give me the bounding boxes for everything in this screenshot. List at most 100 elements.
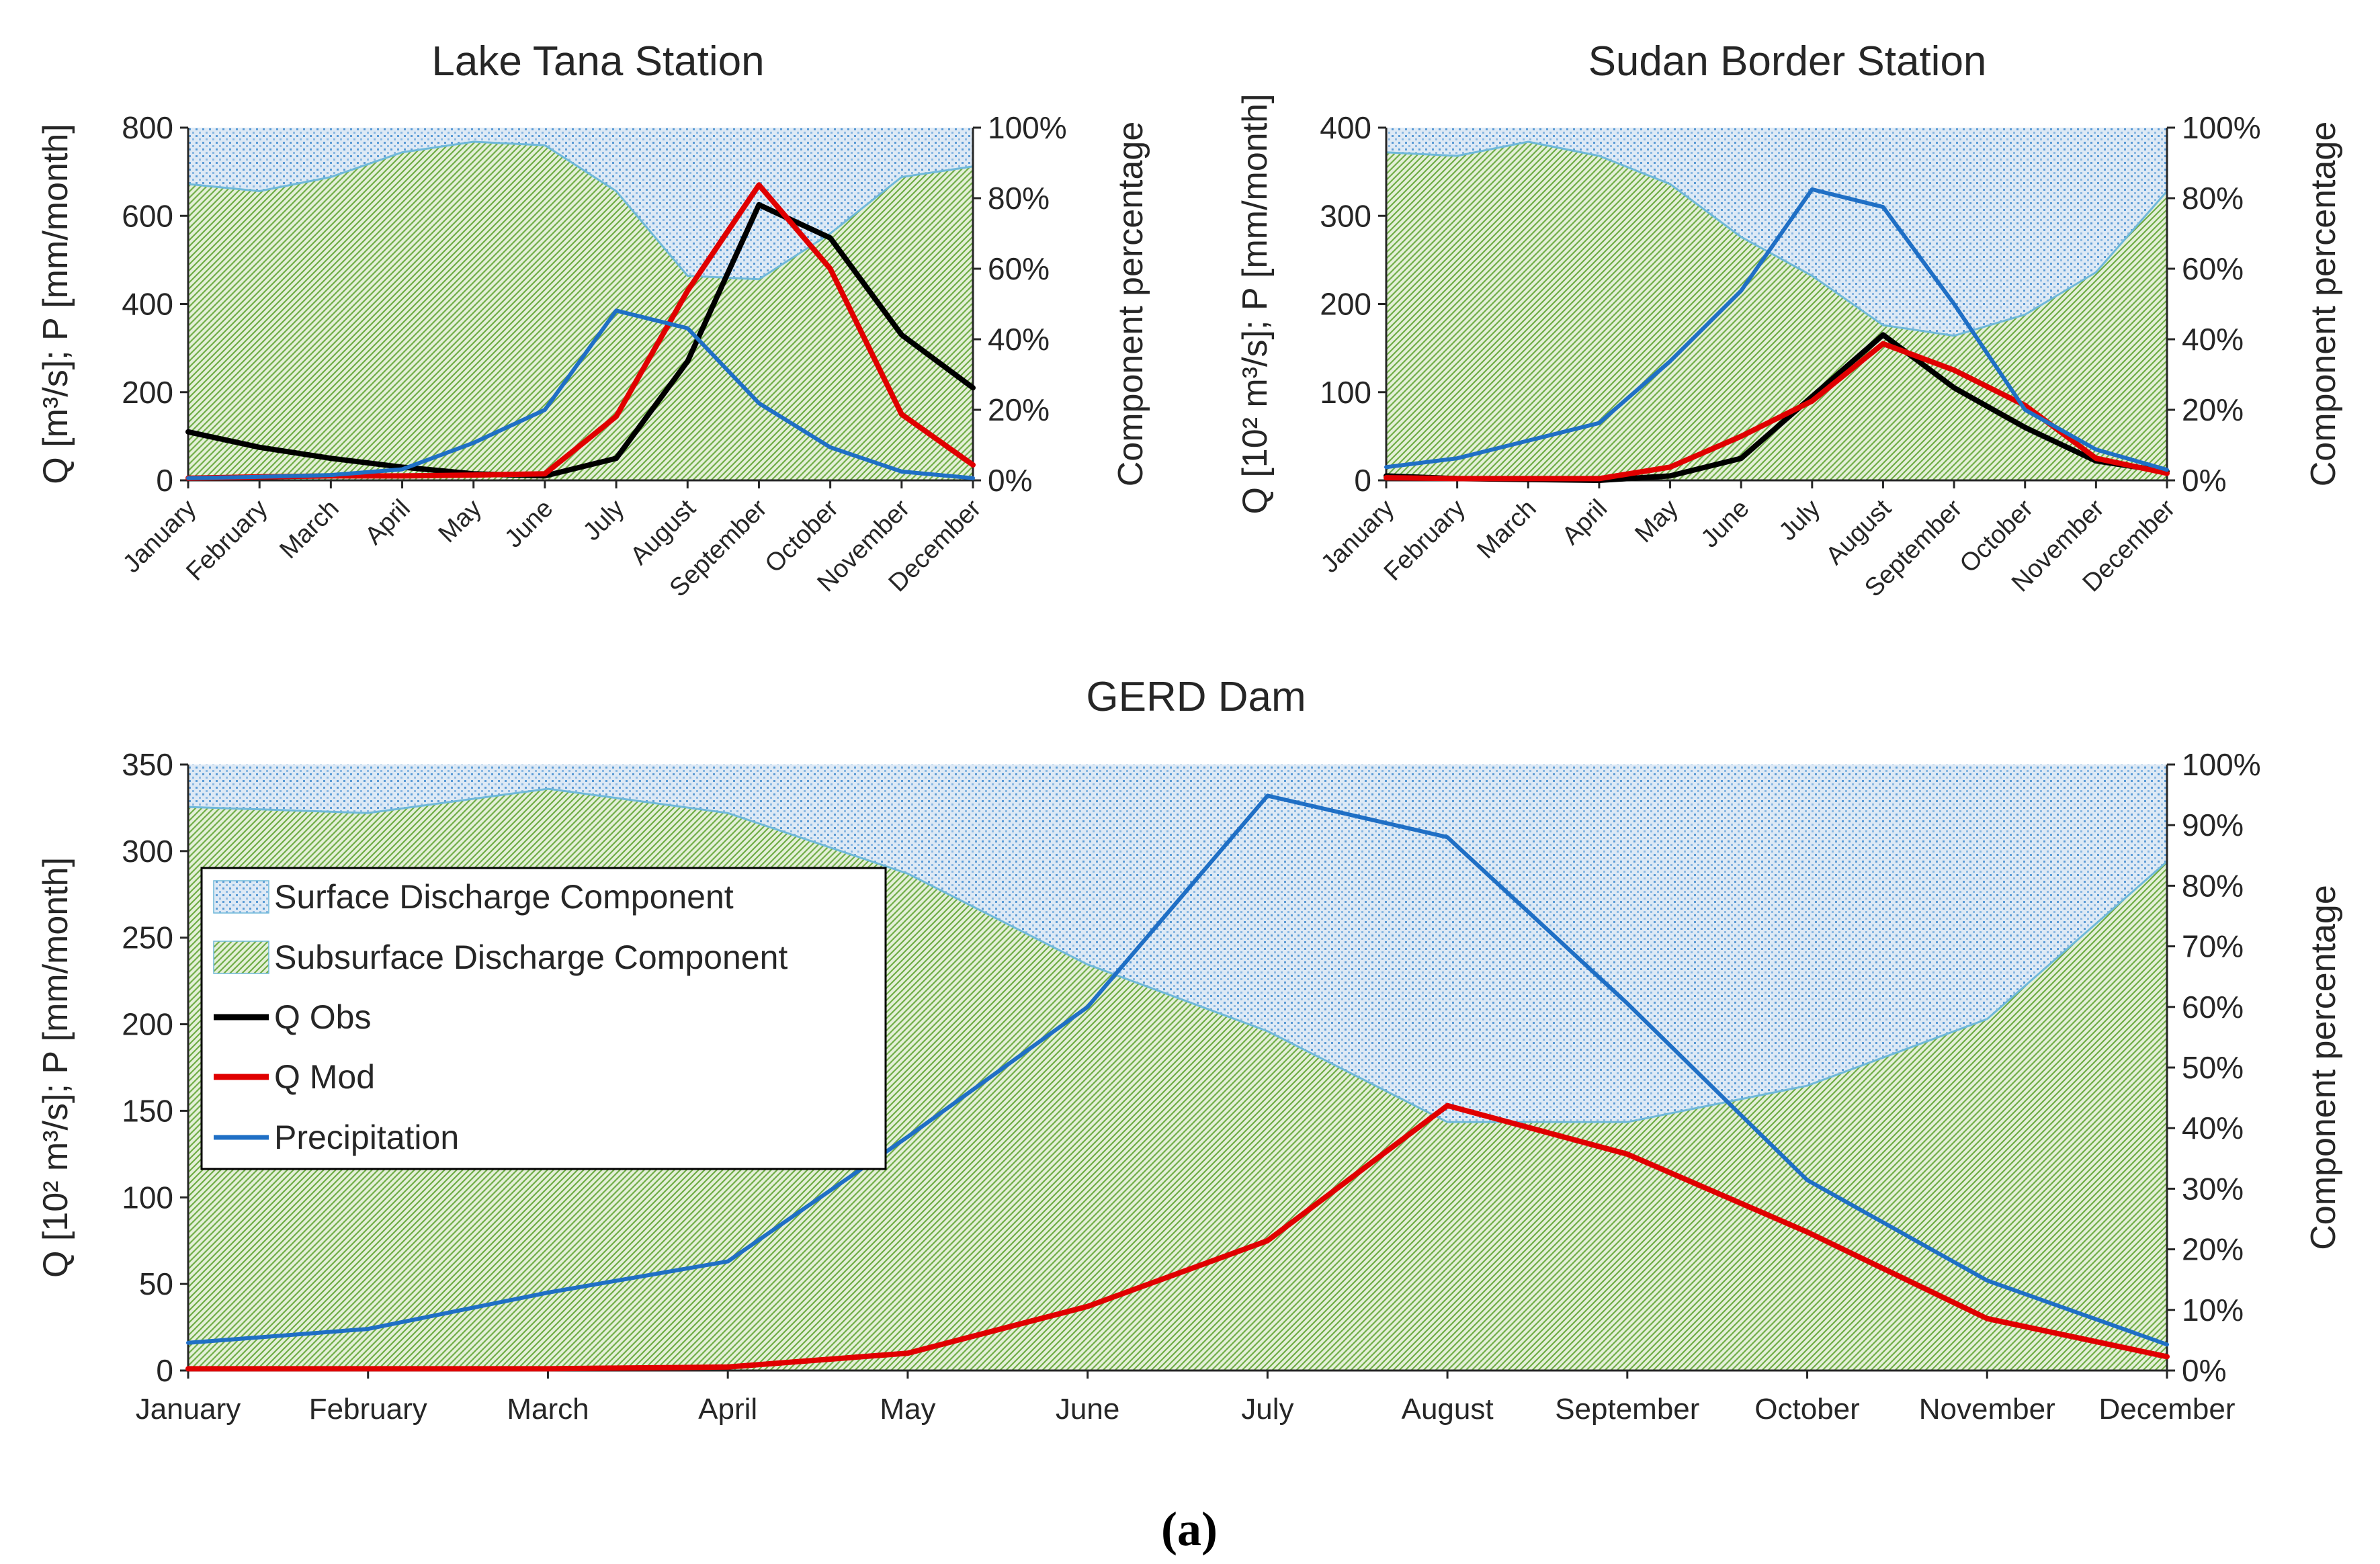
y2-tick-label: 50% [2182,1050,2244,1085]
y2-tick-label: 20% [988,392,1050,427]
y2-tick-label: 100% [2182,110,2261,145]
x-tick-label: August [1402,1393,1494,1426]
legend: Surface Discharge Component Subsurface D… [200,867,887,1170]
y2-tick-label: 80% [2182,868,2244,903]
y-tick-label: 350 [122,747,173,782]
figure-caption: (a) [1161,1502,1218,1556]
y-axis-label: Q [m³/s]; P [mm/month] [36,124,75,484]
y2-tick-label: 100% [988,110,1067,145]
y2-tick-label: 0% [2182,463,2226,498]
y2-tick-label: 30% [2182,1171,2244,1206]
y-tick-label: 400 [1320,110,1371,145]
y2-tick-label: 40% [988,322,1050,357]
x-tick-label: July [1774,494,1826,546]
y2-tick-label: 60% [988,251,1050,286]
legend-label-precipitation: Precipitation [274,1119,459,1156]
x-tick-label: July [578,494,630,546]
legend-entry-surface: Surface Discharge Component [213,878,734,916]
y-tick-label: 300 [122,834,173,869]
y2-tick-label: 20% [2182,1232,2244,1267]
legend-entry-subsurface: Subsurface Discharge Component [213,939,788,976]
y-tick-label: 0 [156,1353,173,1388]
y-tick-label: 200 [1320,287,1371,322]
series-line-precipitation [186,793,2169,1347]
x-tick-label: July [1241,1393,1293,1426]
legend-label-q-mod: Q Mod [274,1058,375,1096]
y-tick-label: 250 [122,920,173,955]
y-tick-label: 0 [1354,463,1371,498]
x-tick-label: April [1557,494,1613,550]
component-boundary-line [187,140,974,281]
y-axis-label: Q [10² m³/s]; P [mm/month] [1236,93,1275,514]
series-line-precipitation [186,308,975,480]
y2-axis-label: Component percentage [2304,885,2343,1250]
y-tick-label: 200 [122,1007,173,1042]
legend-box [200,867,887,1170]
y-tick-label: 150 [122,1093,173,1128]
y2-tick-label: 100% [2182,747,2261,782]
x-tick-label: March [274,494,344,564]
y2-tick-label: 0% [2182,1353,2226,1388]
y-tick-label: 300 [1320,198,1371,233]
y2-tick-label: 20% [2182,392,2244,427]
x-tick-label: May [1629,494,1683,548]
y2-tick-label: 70% [2182,929,2244,964]
x-tick-label: November [1919,1393,2055,1426]
component-boundary-line [1386,140,2168,337]
y-tick-label: 200 [122,375,173,410]
x-tick-label: May [433,494,487,548]
y-axis-label: Q [10² m³/s]; P [mm/month] [36,857,75,1278]
charts: 0 200 400 600 800 0% 20% 40% 60% 80% 100% January Fe… [36,38,2343,1426]
x-tick-label: May [880,1393,935,1426]
x-tick-label: September [1555,1393,1699,1426]
y2-tick-label: 10% [2182,1293,2244,1328]
chart-sudan-border: 01002003004000%20%40%60%80%100%JanuaryFe… [1236,38,2343,603]
y-tick-label: 0 [156,463,173,498]
y2-tick-label: 40% [2182,322,2244,357]
chart-title: GERD Dam [1086,674,1306,720]
y2-tick-label: 80% [988,181,1050,216]
y2-tick-label: 60% [2182,251,2244,286]
y-tick-label: 50 [139,1266,173,1301]
y-tick-label: 400 [122,287,173,322]
x-tick-label: April [359,494,415,550]
x-tick-label: June [1056,1393,1119,1426]
component-boundary-line [187,787,2168,1123]
series-line-q-mod [185,1102,2170,1372]
y-tick-label: 600 [122,198,173,233]
y-tick-label: 100 [122,1180,173,1215]
y2-tick-label: 90% [2182,808,2244,842]
legend-swatch-subsurface [213,941,269,974]
x-tick-label: December [2099,1393,2236,1426]
legend-entry-precipitation: Precipitation [214,1119,459,1156]
x-tick-label: January [136,1393,241,1426]
y-tick-label: 100 [1320,375,1371,410]
x-tick-label: June [1696,494,1755,554]
y2-tick-label: 60% [2182,990,2244,1025]
chart-lake-tana: 02004006008000%20%40%60%80%100%JanuaryFe… [36,38,1150,603]
y2-tick-label: 0% [988,463,1032,498]
chart-title: Lake Tana Station [431,38,764,85]
legend-swatch-surface [213,880,269,914]
x-tick-label: October [1754,1393,1860,1426]
legend-label-surface: Surface Discharge Component [274,878,734,916]
x-tick-label: March [507,1393,589,1426]
chart-title: Sudan Border Station [1588,38,1987,85]
x-tick-label: March [1472,494,1541,564]
series-line-precipitation [1384,187,2169,472]
legend-entry-q-mod: Q Mod [214,1058,375,1096]
y2-axis-label: Component percentage [2304,122,2343,487]
subsurface-area [188,142,973,480]
x-tick-label: June [499,494,558,554]
legend-label-q-obs: Q Obs [274,998,371,1036]
x-tick-label: April [698,1393,757,1426]
y2-tick-label: 40% [2182,1111,2244,1145]
chart-gerd-dam: 0 50 100 150 200 250 300 350 0% 10% 20% 30% 40% 50% 60… [36,674,2343,1426]
legend-label-subsurface: Subsurface Discharge Component [274,939,788,976]
y2-axis-label: Component percentage [1111,122,1150,487]
legend-entry-q-obs: Q Obs [214,998,371,1036]
x-tick-label: February [309,1393,427,1426]
y-tick-label: 800 [122,110,173,145]
y2-tick-label: 80% [2182,181,2244,216]
